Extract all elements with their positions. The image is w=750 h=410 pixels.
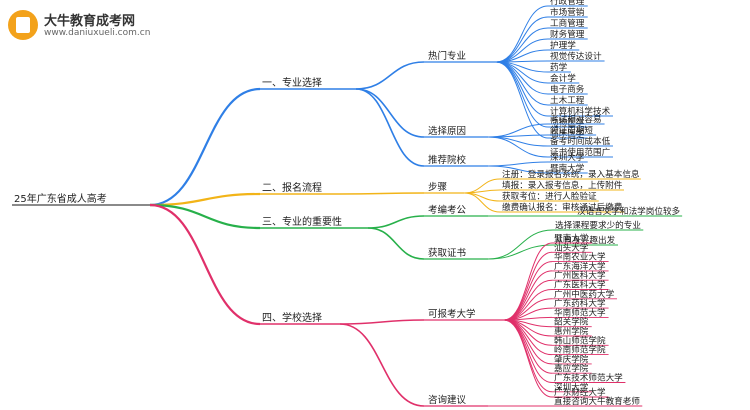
group-connector (355, 61, 425, 90)
leaf-label: 广东海洋大学 (554, 260, 606, 272)
leaf-connector (503, 319, 553, 383)
group-connector (367, 227, 425, 260)
group-label: 推荐院校 (428, 154, 467, 166)
site-logo[interactable]: 大牛教育成考网 www.daniuxueli.com.cn (8, 6, 158, 46)
leaf-connector (463, 178, 501, 194)
leaf-label: 财务管理 (550, 28, 585, 40)
leaf-label: 行政管理 (550, 0, 585, 7)
leaf-connector (503, 270, 553, 321)
leaf-connector (503, 319, 553, 393)
leaf-label: 直接咨询大牛教育老师 (554, 395, 640, 407)
leaf-label: 证书使用范围广 (550, 146, 611, 158)
branch-label-4: 四、学校选择 (262, 311, 322, 324)
leaf-label: 备考时间成本低 (550, 135, 611, 147)
leaf-label: 选择课程要求少的专业 (555, 219, 641, 231)
leaf-label: 计算机科学技术 (550, 105, 611, 117)
group-connector (339, 319, 425, 325)
branch-label-1: 一、专业选择 (262, 76, 322, 89)
leaf-label: 领证周期短 (550, 124, 593, 136)
leaf-connector (495, 5, 549, 63)
group-label: 考编考公 (428, 204, 467, 216)
leaf-label: 惠州学院 (554, 325, 589, 337)
group-label: 获取证书 (428, 248, 467, 259)
leaf-label: 暨南大学 (550, 162, 585, 174)
leaf-label: 深圳大学 (550, 151, 585, 163)
leaf-connector (503, 289, 553, 321)
branch-label-2: 二、报名流程 (262, 181, 322, 194)
leaf-label: 广东财经大学 (554, 386, 606, 398)
leaf-label: 临床医学 (550, 127, 585, 139)
leaf-label: 广东技术师范大学 (554, 372, 623, 384)
group-label: 步骤 (428, 182, 447, 193)
leaf-label: 韶关学院 (554, 316, 589, 328)
leaf-connector (463, 192, 501, 202)
leaf-connector (495, 61, 549, 139)
group-label: 选择原因 (428, 125, 466, 137)
leaf-label: 广东药科大学 (554, 297, 606, 309)
branch-label-3: 三、专业的重要性 (262, 215, 342, 228)
leaf-label: 视觉传达设计 (550, 50, 602, 62)
leaf-label: 缴费确认报名：审核通过后缴费 (502, 201, 623, 213)
leaf-label: 广州医科大学 (554, 269, 606, 281)
leaf-label: 深圳大学 (554, 381, 589, 393)
leaf-label: 注册：登录报名系统，录入基本信息 (502, 168, 640, 180)
leaf-label: 考试相对容易 (550, 113, 602, 125)
leaf-connector (463, 192, 501, 213)
group-label: 可报考大学 (428, 308, 476, 320)
leaf-label: 广州中医药大学 (554, 288, 615, 300)
site-url: www.daniuxueli.com.cn (44, 28, 151, 38)
leaf-connector (487, 229, 554, 260)
leaf-connector (487, 165, 549, 174)
branch-connector (149, 203, 261, 326)
leaf-connector (487, 136, 549, 158)
group-connector (355, 88, 425, 138)
group-connector (355, 88, 425, 167)
leaf-label: 汉语言文学和法学岗位较多 (577, 205, 681, 217)
group-label: 咨询建议 (428, 394, 467, 406)
leaf-label: 土木工程 (550, 94, 585, 106)
leaf-connector (487, 136, 549, 147)
branch-connector (149, 192, 261, 207)
leaf-label: 动物医学 (550, 116, 585, 128)
leaf-connector (487, 134, 549, 138)
leaf-label: 会计学 (550, 72, 576, 84)
leaf-label: 药学 (550, 61, 568, 73)
leaf-label: 汕头大学 (554, 241, 589, 253)
leaf-label: 华南农业大学 (554, 251, 606, 263)
leaf-label: 岭南师范学院 (554, 344, 606, 356)
site-name: 大牛教育成考网 (44, 14, 136, 29)
leaf-connector (503, 319, 553, 356)
leaf-label: 韩山师范学院 (554, 334, 606, 346)
leaf-label: 华南师范大学 (554, 306, 606, 318)
leaf-label: 电子商务 (550, 83, 585, 95)
leaf-connector (463, 189, 501, 194)
group-connector (367, 215, 425, 229)
leaf-label: 市场营销 (550, 6, 585, 18)
leaf-label: 护理学 (550, 39, 576, 51)
leaf-label: 工商管理 (550, 17, 585, 29)
leaf-connector (503, 319, 553, 398)
branch-connector (149, 203, 261, 230)
leaf-label: 获取考位：进行人脸验证 (502, 190, 597, 202)
leaf-label: 填报：录入报考信息，上传附件 (502, 179, 623, 191)
leaf-label: 暨南大学 (554, 232, 589, 244)
group-label: 热门专业 (428, 50, 466, 62)
group-connector (339, 323, 425, 407)
group-connector (339, 192, 425, 195)
leaf-connector (495, 61, 549, 117)
graduation-book-icon (8, 10, 38, 40)
leaf-label: 嘉应学院 (554, 362, 589, 374)
leaf-connector (487, 161, 549, 167)
root-topic: 25年广东省成人高考 (14, 192, 107, 205)
branch-connector (149, 87, 261, 207)
leaf-label: 广东医科大学 (554, 279, 606, 291)
leaf-label: 肇庆学院 (554, 353, 589, 365)
